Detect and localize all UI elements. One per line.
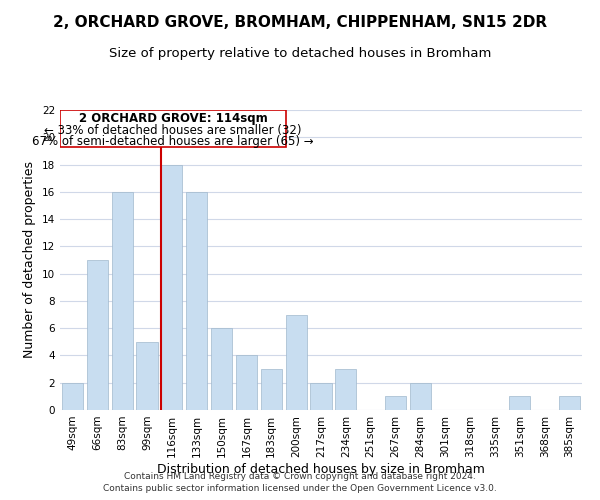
Bar bbox=[211, 328, 232, 410]
Bar bbox=[410, 382, 431, 410]
Text: ← 33% of detached houses are smaller (32): ← 33% of detached houses are smaller (32… bbox=[44, 124, 302, 136]
Bar bbox=[310, 382, 332, 410]
Bar bbox=[559, 396, 580, 410]
Bar bbox=[136, 342, 158, 410]
Text: 2 ORCHARD GROVE: 114sqm: 2 ORCHARD GROVE: 114sqm bbox=[79, 112, 268, 125]
Text: Size of property relative to detached houses in Bromham: Size of property relative to detached ho… bbox=[109, 48, 491, 60]
Bar bbox=[385, 396, 406, 410]
Text: Contains HM Land Registry data © Crown copyright and database right 2024.: Contains HM Land Registry data © Crown c… bbox=[124, 472, 476, 481]
X-axis label: Distribution of detached houses by size in Bromham: Distribution of detached houses by size … bbox=[157, 462, 485, 475]
Bar bbox=[62, 382, 83, 410]
Text: 67% of semi-detached houses are larger (65) →: 67% of semi-detached houses are larger (… bbox=[32, 135, 314, 148]
FancyBboxPatch shape bbox=[60, 110, 286, 147]
Bar bbox=[509, 396, 530, 410]
Text: 2, ORCHARD GROVE, BROMHAM, CHIPPENHAM, SN15 2DR: 2, ORCHARD GROVE, BROMHAM, CHIPPENHAM, S… bbox=[53, 15, 547, 30]
Bar bbox=[286, 314, 307, 410]
Bar bbox=[161, 164, 182, 410]
Bar bbox=[335, 369, 356, 410]
Bar bbox=[236, 356, 257, 410]
Text: Contains public sector information licensed under the Open Government Licence v3: Contains public sector information licen… bbox=[103, 484, 497, 493]
Bar bbox=[186, 192, 207, 410]
Bar bbox=[261, 369, 282, 410]
Y-axis label: Number of detached properties: Number of detached properties bbox=[23, 162, 37, 358]
Bar bbox=[112, 192, 133, 410]
Bar bbox=[87, 260, 108, 410]
